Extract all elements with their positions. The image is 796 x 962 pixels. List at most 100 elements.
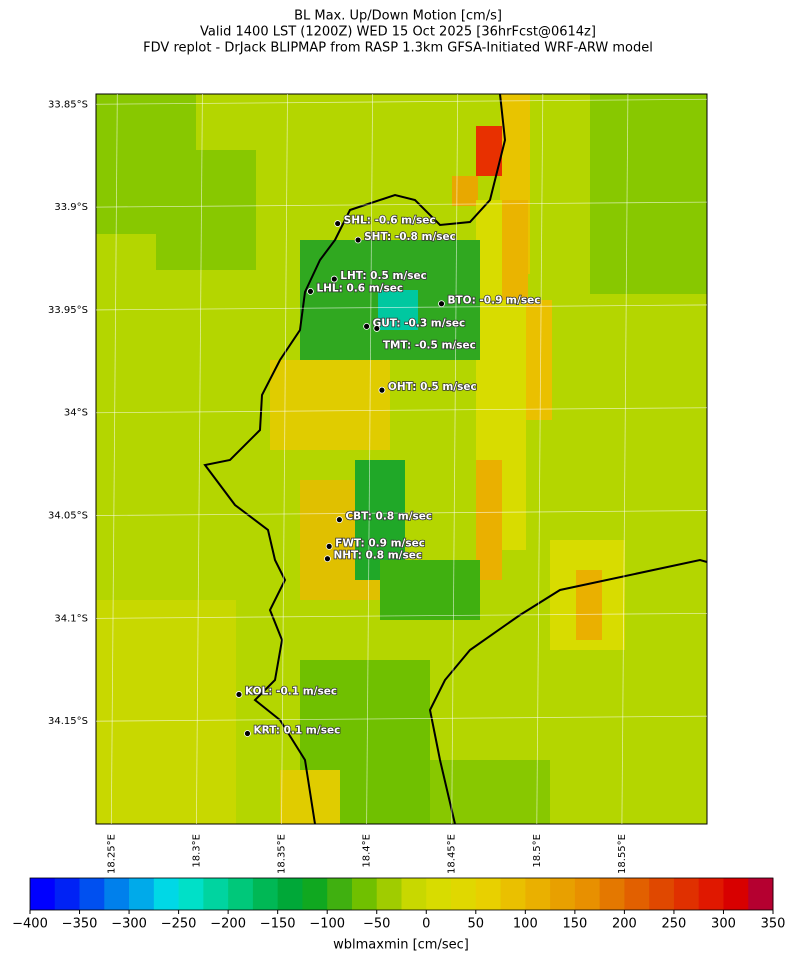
colorbar-tick-label: 100	[513, 917, 538, 932]
x-tick-label: 18.5°E	[532, 834, 543, 868]
x-tick-label: 18.45°E	[447, 834, 458, 874]
colorbar-segment	[624, 878, 650, 910]
colorbar-segment	[54, 878, 81, 910]
map-background	[95, 93, 708, 825]
colorbar-tick-label: 200	[612, 917, 637, 932]
grid-line	[110, 93, 118, 825]
grid-line	[621, 93, 629, 825]
y-tick-label: 34.1°S	[54, 613, 88, 624]
grid-line	[95, 715, 708, 722]
colorbar-tick-label: 0	[422, 917, 430, 932]
colorbar-tick-label: 250	[662, 917, 687, 932]
chart-title: Valid 1400 LST (1200Z) WED 15 Oct 2025 […	[200, 25, 596, 40]
station-label: FWT: 0.9 m/sec	[335, 537, 425, 549]
station-marker	[378, 386, 386, 394]
colorbar-segment	[500, 878, 526, 910]
station-label: OHT: 0.5 m/sec	[388, 381, 477, 393]
colorbar-segment	[79, 878, 105, 910]
coastline	[203, 93, 708, 825]
colorbar-segment	[426, 878, 452, 910]
station-label: CBT: 0.8 m/sec	[345, 511, 432, 523]
station-marker	[354, 236, 362, 244]
station-label: LHL: 0.6 m/sec	[316, 282, 403, 294]
colorbar-segment	[277, 878, 303, 910]
colorbar-segment	[649, 878, 675, 910]
station-label: KRT: 0.1 m/sec	[253, 725, 340, 737]
x-tick-label: 18.4°E	[362, 834, 373, 868]
station-marker	[324, 555, 331, 563]
colorbar-segment	[104, 878, 130, 910]
colorbar-tick-label: −250	[161, 917, 197, 932]
station-marker	[330, 275, 338, 283]
x-tick-label: 18.35°E	[277, 834, 288, 874]
station-label: NHT: 0.8 m/sec	[333, 550, 422, 562]
colorbar-tick-label: −100	[309, 917, 345, 932]
grid-line	[95, 201, 708, 208]
station-label: SHL: -0.6 m/sec	[344, 215, 436, 227]
colorbar-label: wblmaxmin [cm/sec]	[333, 938, 469, 953]
colorbar-segment	[30, 878, 56, 910]
colorbar-segment	[475, 878, 502, 910]
colorbar-tick-label: −400	[12, 917, 48, 932]
grid-line	[95, 612, 708, 619]
colorbar-segment	[153, 878, 180, 910]
x-tick-label: 18.55°E	[617, 834, 628, 874]
station-marker	[334, 220, 342, 227]
station-marker	[325, 542, 333, 550]
station-marker	[363, 322, 371, 330]
station-marker	[307, 288, 314, 295]
colorbar-tick-label: −350	[62, 917, 98, 932]
grid-line	[95, 98, 708, 105]
station-label: GUT: -0.3 m/sec	[373, 317, 466, 329]
colorbar-tick-label: −300	[111, 917, 147, 932]
station-marker	[373, 325, 381, 332]
colorbar-segment	[698, 878, 724, 910]
colorbar-segment	[228, 878, 254, 910]
station-marker	[438, 300, 445, 308]
colorbar-tick-label: −150	[260, 917, 296, 932]
grid-line	[366, 93, 374, 825]
y-tick-label: 33.95°S	[48, 305, 88, 316]
y-tick-label: 34.05°S	[48, 511, 88, 522]
station-label: BTO: -0.9 m/sec	[447, 295, 540, 307]
y-tick-label: 33.85°S	[48, 99, 88, 110]
station-label: TMT: -0.5 m/sec	[383, 339, 476, 351]
y-tick-label: 34°S	[64, 408, 88, 419]
colorbar-segment	[376, 878, 402, 910]
grid-line	[95, 304, 708, 311]
y-tick-label: 34.15°S	[48, 716, 88, 727]
y-tick-label: 33.9°S	[54, 202, 88, 213]
grid-line	[451, 93, 459, 825]
colorbar-tick-label: −200	[210, 917, 246, 932]
station-label: KOL: -0.1 m/sec	[245, 685, 337, 697]
colorbar-segment	[673, 878, 700, 910]
grid-line	[196, 93, 203, 825]
grid-line	[536, 93, 544, 825]
colorbar-segment	[178, 878, 204, 910]
x-tick-label: 18.3°E	[191, 834, 202, 868]
grid-line	[95, 407, 708, 414]
colorbar-tick-label: 350	[761, 917, 786, 932]
colorbar-segment	[525, 878, 551, 910]
colorbar-segment	[351, 878, 378, 910]
colorbar-segment	[574, 878, 601, 910]
colorbar-segment	[723, 878, 749, 910]
colorbar-tick-label: −50	[363, 917, 390, 932]
grid-line	[95, 510, 708, 516]
grid-line	[281, 93, 288, 825]
station-marker	[235, 691, 243, 698]
colorbar-tick-label: 50	[468, 917, 485, 932]
colorbar-segment	[302, 878, 328, 910]
station-label: SHT: -0.8 m/sec	[364, 231, 456, 243]
colorbar-segment	[451, 878, 477, 910]
station-marker	[335, 516, 343, 524]
colorbar-segment	[129, 878, 155, 910]
station-marker	[244, 730, 251, 737]
colorbar-segment	[550, 878, 576, 910]
x-tick-label: 18.25°E	[106, 834, 117, 874]
colorbar-segment	[401, 878, 427, 910]
colorbar-tick-label: 300	[711, 917, 736, 932]
colorbar-tick-label: 150	[562, 917, 587, 932]
colorbar-segment	[203, 878, 229, 910]
